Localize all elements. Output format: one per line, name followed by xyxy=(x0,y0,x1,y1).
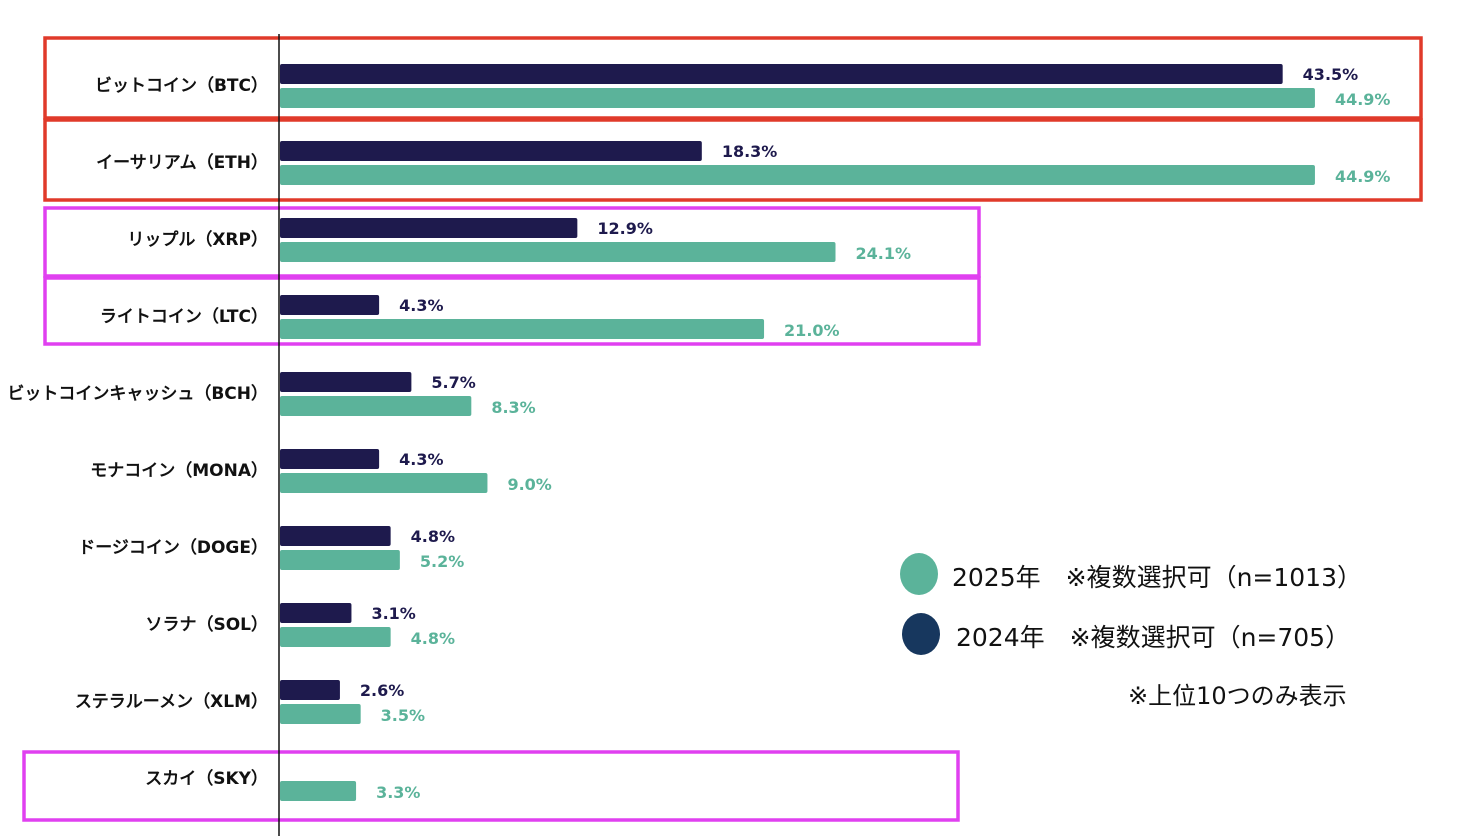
category-label: ドージコイン（DOGE） xyxy=(78,537,268,558)
highlight-box xyxy=(43,206,981,278)
category-label: ライトコイン（LTC） xyxy=(100,306,268,327)
category-labels: ビットコイン（BTC） イーサリアム（ETH） リップル（XRP） ライトコイン（LT… xyxy=(7,75,268,789)
category-label: ステラルーメン（XLM） xyxy=(75,691,268,712)
bar-2024 xyxy=(280,449,380,469)
bar-2025 xyxy=(280,242,836,262)
category-label: ビットコインキャッシュ（BCH） xyxy=(7,383,268,404)
highlight-boxes xyxy=(22,36,1423,822)
data-label-2025: 9.0% xyxy=(507,475,551,494)
data-label-2024: 2.6% xyxy=(360,681,404,700)
data-label-2024: 3.1% xyxy=(371,604,415,623)
bar-2025 xyxy=(280,396,472,416)
data-label-2024: 4.3% xyxy=(399,296,443,315)
bar-2024 xyxy=(280,372,412,392)
bar-2025 xyxy=(280,781,357,801)
legend-swatch-2024 xyxy=(902,613,940,655)
data-label-2025: 3.5% xyxy=(381,706,425,725)
highlight-box xyxy=(22,750,960,822)
highlight-box xyxy=(43,118,1423,202)
data-label-2024: 4.3% xyxy=(399,450,443,469)
data-label-2024: 12.9% xyxy=(597,219,653,238)
bar-2024 xyxy=(280,680,340,700)
data-label-2024: 5.7% xyxy=(431,373,475,392)
bar-2024 xyxy=(280,64,1283,84)
highlight-box xyxy=(43,276,981,346)
legend-item-2024: 2024年 ※複数選択可（n=705） xyxy=(900,608,1440,668)
legend-swatch-2025 xyxy=(900,553,938,595)
data-label-2024: 18.3% xyxy=(722,142,778,161)
category-label: イーサリアム（ETH） xyxy=(96,152,268,173)
bar-2025 xyxy=(280,627,391,647)
bar-2025 xyxy=(280,88,1315,108)
bar-2025 xyxy=(280,165,1315,185)
bar-2024 xyxy=(280,295,380,315)
data-label-2025: 4.8% xyxy=(411,629,455,648)
bar-2025 xyxy=(280,319,765,339)
legend-label-2024: 2024年 ※複数選択可（n=705） xyxy=(956,623,1351,652)
data-label-2025: 5.2% xyxy=(420,552,464,571)
bar-2024 xyxy=(280,141,702,161)
data-label-2025: 3.3% xyxy=(376,783,420,802)
category-label: スカイ（SKY） xyxy=(145,768,268,789)
category-label: ビットコイン（BTC） xyxy=(95,75,268,96)
category-label: リップル（XRP） xyxy=(127,229,268,250)
legend-label-2025: 2025年 ※複数選択可（n=1013） xyxy=(952,563,1362,592)
data-label-2024: 43.5% xyxy=(1303,65,1359,84)
data-label-2025: 44.9% xyxy=(1335,90,1391,109)
data-label-2025: 44.9% xyxy=(1335,167,1391,186)
data-label-2025: 8.3% xyxy=(491,398,535,417)
legend-note: ※上位10つのみ表示 xyxy=(1128,682,1347,710)
bar-2024 xyxy=(280,603,352,623)
bar-2024 xyxy=(280,526,391,546)
data-label-2024: 4.8% xyxy=(411,527,455,546)
legend-item-2025: 2025年 ※複数選択可（n=1013） xyxy=(900,548,1440,608)
bar-2025 xyxy=(280,704,361,724)
bar-2024 xyxy=(280,218,578,238)
bar-2025 xyxy=(280,473,488,493)
highlight-box xyxy=(43,36,1423,120)
data-label-2025: 24.1% xyxy=(856,244,912,263)
bar-2025 xyxy=(280,550,400,570)
category-label: ソラナ（SOL） xyxy=(145,614,268,635)
bars: 43.5% 44.9% 18.3% 44.9% 12.9% 24.1% 4.3% 21.0% 5… xyxy=(280,64,1390,802)
category-label: モナコイン（MONA） xyxy=(90,460,268,481)
data-label-2025: 21.0% xyxy=(784,321,840,340)
legend: 2025年 ※複数選択可（n=1013） 2024年 ※複数選択可（n=705）… xyxy=(900,548,1440,710)
